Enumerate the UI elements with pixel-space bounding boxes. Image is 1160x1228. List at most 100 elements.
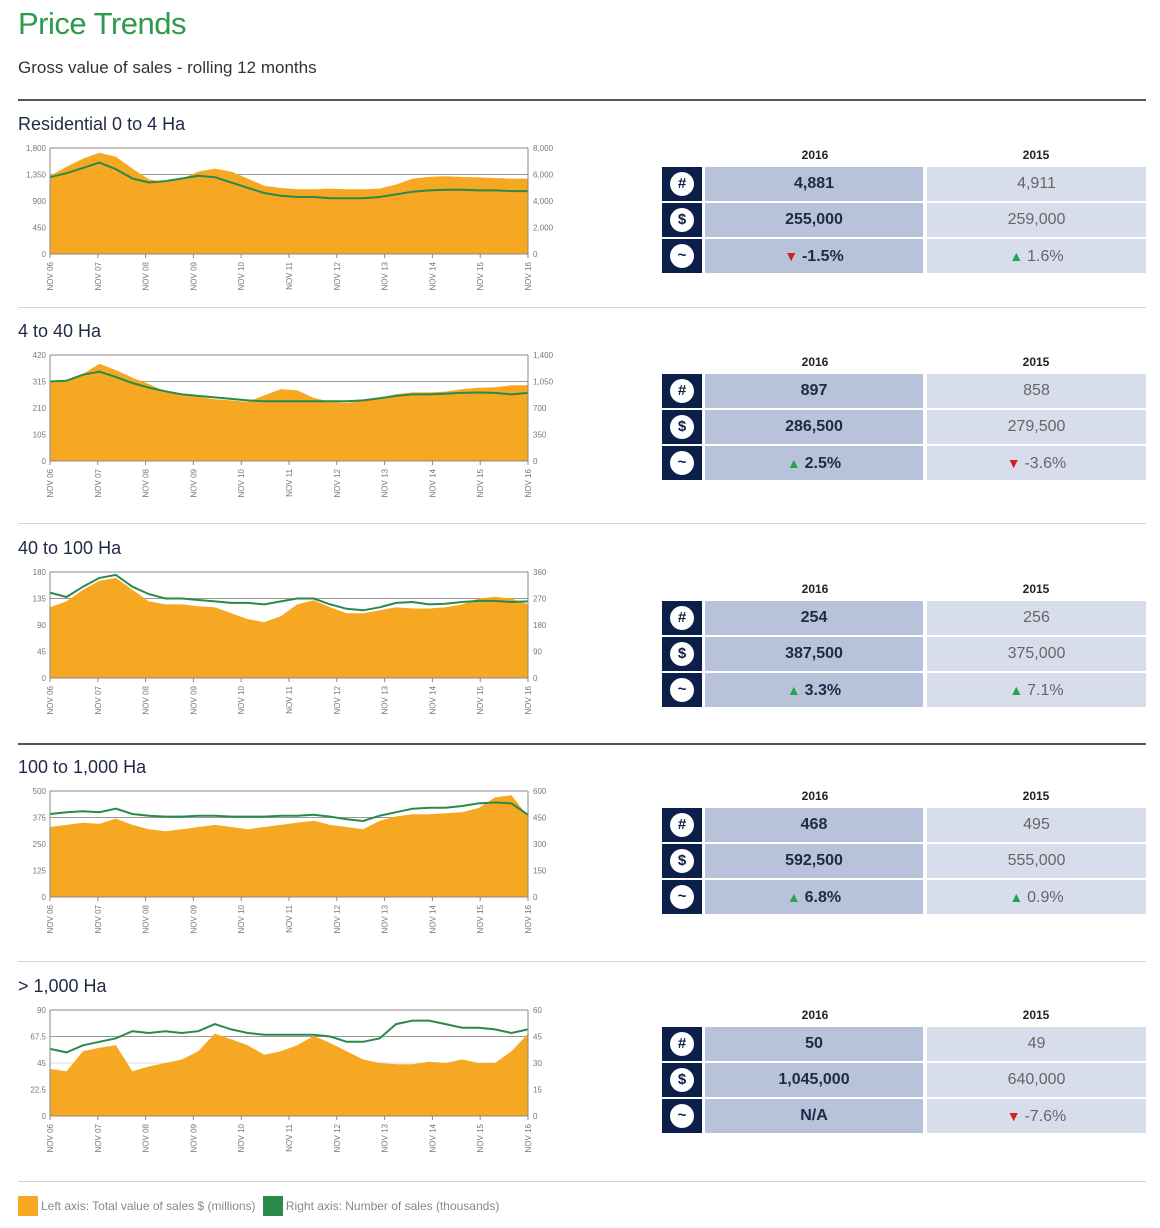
cell-2015: 259,000 bbox=[927, 203, 1146, 237]
x-tick-label: NOV 06 bbox=[46, 261, 55, 290]
dollar-icon: $ bbox=[662, 844, 702, 878]
cell-2016: 286,500 bbox=[705, 410, 923, 444]
legend-swatch-area bbox=[18, 1196, 38, 1216]
series-area-value bbox=[50, 152, 528, 254]
y-tick-label: 90 bbox=[37, 1006, 46, 1015]
x-tick-label: NOV 06 bbox=[46, 1123, 55, 1152]
x-tick-label: NOV 07 bbox=[94, 1123, 103, 1152]
y2-tick-label: 15 bbox=[533, 1086, 542, 1095]
y2-tick-label: 0 bbox=[533, 250, 538, 259]
y-tick-label: 450 bbox=[33, 224, 47, 233]
up-arrow-icon: ▲ bbox=[786, 889, 805, 905]
x-tick-label: NOV 06 bbox=[46, 468, 55, 497]
change-value: N/A bbox=[800, 1107, 828, 1124]
y-tick-label: 180 bbox=[33, 568, 47, 577]
icon-glyph: ~ bbox=[670, 1104, 694, 1128]
x-tick-label: NOV 11 bbox=[285, 261, 294, 289]
cell-2016: 897 bbox=[705, 374, 923, 408]
y2-tick-label: 700 bbox=[533, 404, 547, 413]
change-value: 3.3% bbox=[804, 682, 842, 699]
cell-2015: 4,911 bbox=[927, 167, 1146, 201]
x-tick-label: NOV 09 bbox=[189, 904, 198, 933]
trend-icon: ~ bbox=[662, 239, 702, 273]
row-median-price: $255,000 259,000 bbox=[662, 203, 1146, 237]
cell-2015: 49 bbox=[927, 1027, 1146, 1061]
y2-tick-label: 2,000 bbox=[533, 224, 554, 233]
y-tick-label: 105 bbox=[33, 431, 47, 440]
up-arrow-icon: ▲ bbox=[1009, 889, 1028, 905]
y-tick-label: 0 bbox=[42, 1112, 47, 1121]
section-title: 4 to 40 Ha bbox=[18, 321, 102, 341]
y-tick-label: 1,350 bbox=[26, 171, 47, 180]
x-tick-label: NOV 14 bbox=[428, 468, 437, 497]
col-header-2015: 2015 bbox=[1022, 148, 1050, 162]
change-value: 6.8% bbox=[804, 889, 842, 906]
cell-2015: ▲ 7.1% bbox=[927, 673, 1146, 707]
legend-divider bbox=[18, 1181, 1146, 1182]
series-area-value bbox=[50, 1033, 528, 1116]
x-tick-label: NOV 09 bbox=[189, 261, 198, 290]
cell-2016: 254 bbox=[705, 601, 923, 635]
change-value: -3.6% bbox=[1024, 455, 1067, 472]
hash-icon: # bbox=[662, 374, 702, 408]
y2-tick-label: 150 bbox=[533, 867, 547, 876]
row-sales-count: #4,881 4,911 bbox=[662, 167, 1146, 201]
x-tick-label: NOV 06 bbox=[46, 685, 55, 714]
header-divider bbox=[18, 99, 1146, 101]
trend-icon: ~ bbox=[662, 880, 702, 914]
y-tick-label: 375 bbox=[33, 814, 47, 823]
y2-tick-label: 30 bbox=[533, 1059, 542, 1068]
x-tick-label: NOV 16 bbox=[524, 685, 533, 714]
x-tick-label: NOV 12 bbox=[333, 685, 342, 714]
change-value: 1.6% bbox=[1027, 248, 1064, 265]
cell-2016: 592,500 bbox=[705, 844, 923, 878]
icon-glyph: $ bbox=[670, 849, 694, 873]
x-tick-label: NOV 16 bbox=[524, 261, 533, 290]
page-subtitle: Gross value of sales - rolling 12 months bbox=[18, 58, 317, 77]
col-header-2016: 2016 bbox=[801, 789, 829, 803]
icon-glyph: # bbox=[670, 379, 694, 403]
y-tick-label: 210 bbox=[33, 404, 47, 413]
y2-tick-label: 300 bbox=[533, 840, 547, 849]
hash-icon: # bbox=[662, 1027, 702, 1061]
cell-2015: ▼ -7.6% bbox=[927, 1099, 1146, 1133]
series-line-count bbox=[49, 1019, 529, 1054]
x-tick-label: NOV 09 bbox=[189, 685, 198, 714]
x-tick-label: NOV 11 bbox=[285, 468, 294, 496]
hash-icon: # bbox=[662, 601, 702, 635]
row-median-price: $387,500 375,000 bbox=[662, 637, 1146, 671]
x-tick-label: NOV 07 bbox=[94, 468, 103, 497]
y2-tick-label: 360 bbox=[533, 568, 547, 577]
x-tick-label: NOV 13 bbox=[381, 904, 390, 933]
y-tick-label: 0 bbox=[42, 250, 47, 259]
cell-2015: 555,000 bbox=[927, 844, 1146, 878]
row-median-price: $286,500 279,500 bbox=[662, 410, 1146, 444]
row-change: ~ ▲ 2.5% ▼ -3.6% bbox=[662, 446, 1146, 480]
row-sales-count: #468 495 bbox=[662, 808, 1146, 842]
section-title: > 1,000 Ha bbox=[18, 976, 107, 996]
cell-2016: 255,000 bbox=[705, 203, 923, 237]
trend-chart: 0 22.5 45 67.5 90 0 15 30 45 60 NOV 06 NOV 07 NOV 08… bbox=[30, 1006, 542, 1152]
dollar-icon: $ bbox=[662, 203, 702, 237]
y-tick-label: 420 bbox=[33, 351, 47, 360]
x-tick-label: NOV 15 bbox=[476, 468, 485, 497]
y-tick-label: 900 bbox=[33, 197, 47, 206]
y-tick-label: 125 bbox=[33, 867, 47, 876]
cell-2015: 640,000 bbox=[927, 1063, 1146, 1097]
trend-icon: ~ bbox=[662, 446, 702, 480]
y2-tick-label: 350 bbox=[533, 431, 547, 440]
x-tick-label: NOV 07 bbox=[94, 685, 103, 714]
x-tick-label: NOV 12 bbox=[333, 468, 342, 497]
cell-2015: 279,500 bbox=[927, 410, 1146, 444]
col-header-2016: 2016 bbox=[801, 355, 829, 369]
x-tick-label: NOV 15 bbox=[476, 904, 485, 933]
trend-icon: ~ bbox=[662, 1099, 702, 1133]
trend-chart: 0 450 900 1,350 1,800 0 2,000 4,000 6,000 8,000 NO… bbox=[26, 144, 554, 290]
cell-2016: ▲ 2.5% bbox=[705, 446, 923, 480]
x-tick-label: NOV 11 bbox=[285, 685, 294, 713]
page-title: Price Trends bbox=[18, 6, 187, 41]
col-header-2015: 2015 bbox=[1022, 355, 1050, 369]
cell-2016: 50 bbox=[705, 1027, 923, 1061]
down-arrow-icon: ▼ bbox=[784, 248, 802, 264]
change-value: -1.5% bbox=[801, 248, 844, 265]
